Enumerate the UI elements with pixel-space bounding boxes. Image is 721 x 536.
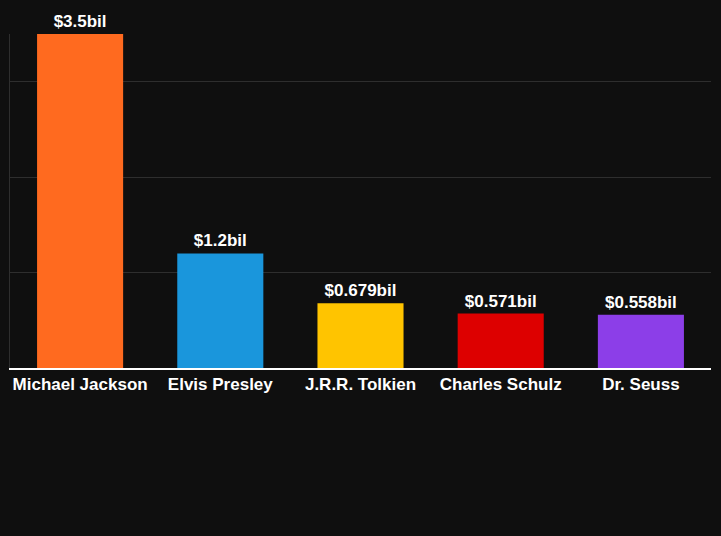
svg-text:Dr. Seuss: Dr. Seuss xyxy=(602,375,680,394)
svg-text:Elvis Presley: Elvis Presley xyxy=(168,375,273,394)
svg-text:J.R.R. Tolkien: J.R.R. Tolkien xyxy=(305,375,416,394)
svg-text:$3.5bil: $3.5bil xyxy=(54,12,107,31)
svg-text:$0.558bil: $0.558bil xyxy=(605,293,677,312)
svg-text:Michael Jackson: Michael Jackson xyxy=(13,375,148,394)
svg-text:$0.571bil: $0.571bil xyxy=(465,292,537,311)
svg-text:Charles Schulz: Charles Schulz xyxy=(440,375,562,394)
svg-text:$1.2bil: $1.2bil xyxy=(194,231,247,250)
svg-text:$0.679bil: $0.679bil xyxy=(325,281,397,300)
